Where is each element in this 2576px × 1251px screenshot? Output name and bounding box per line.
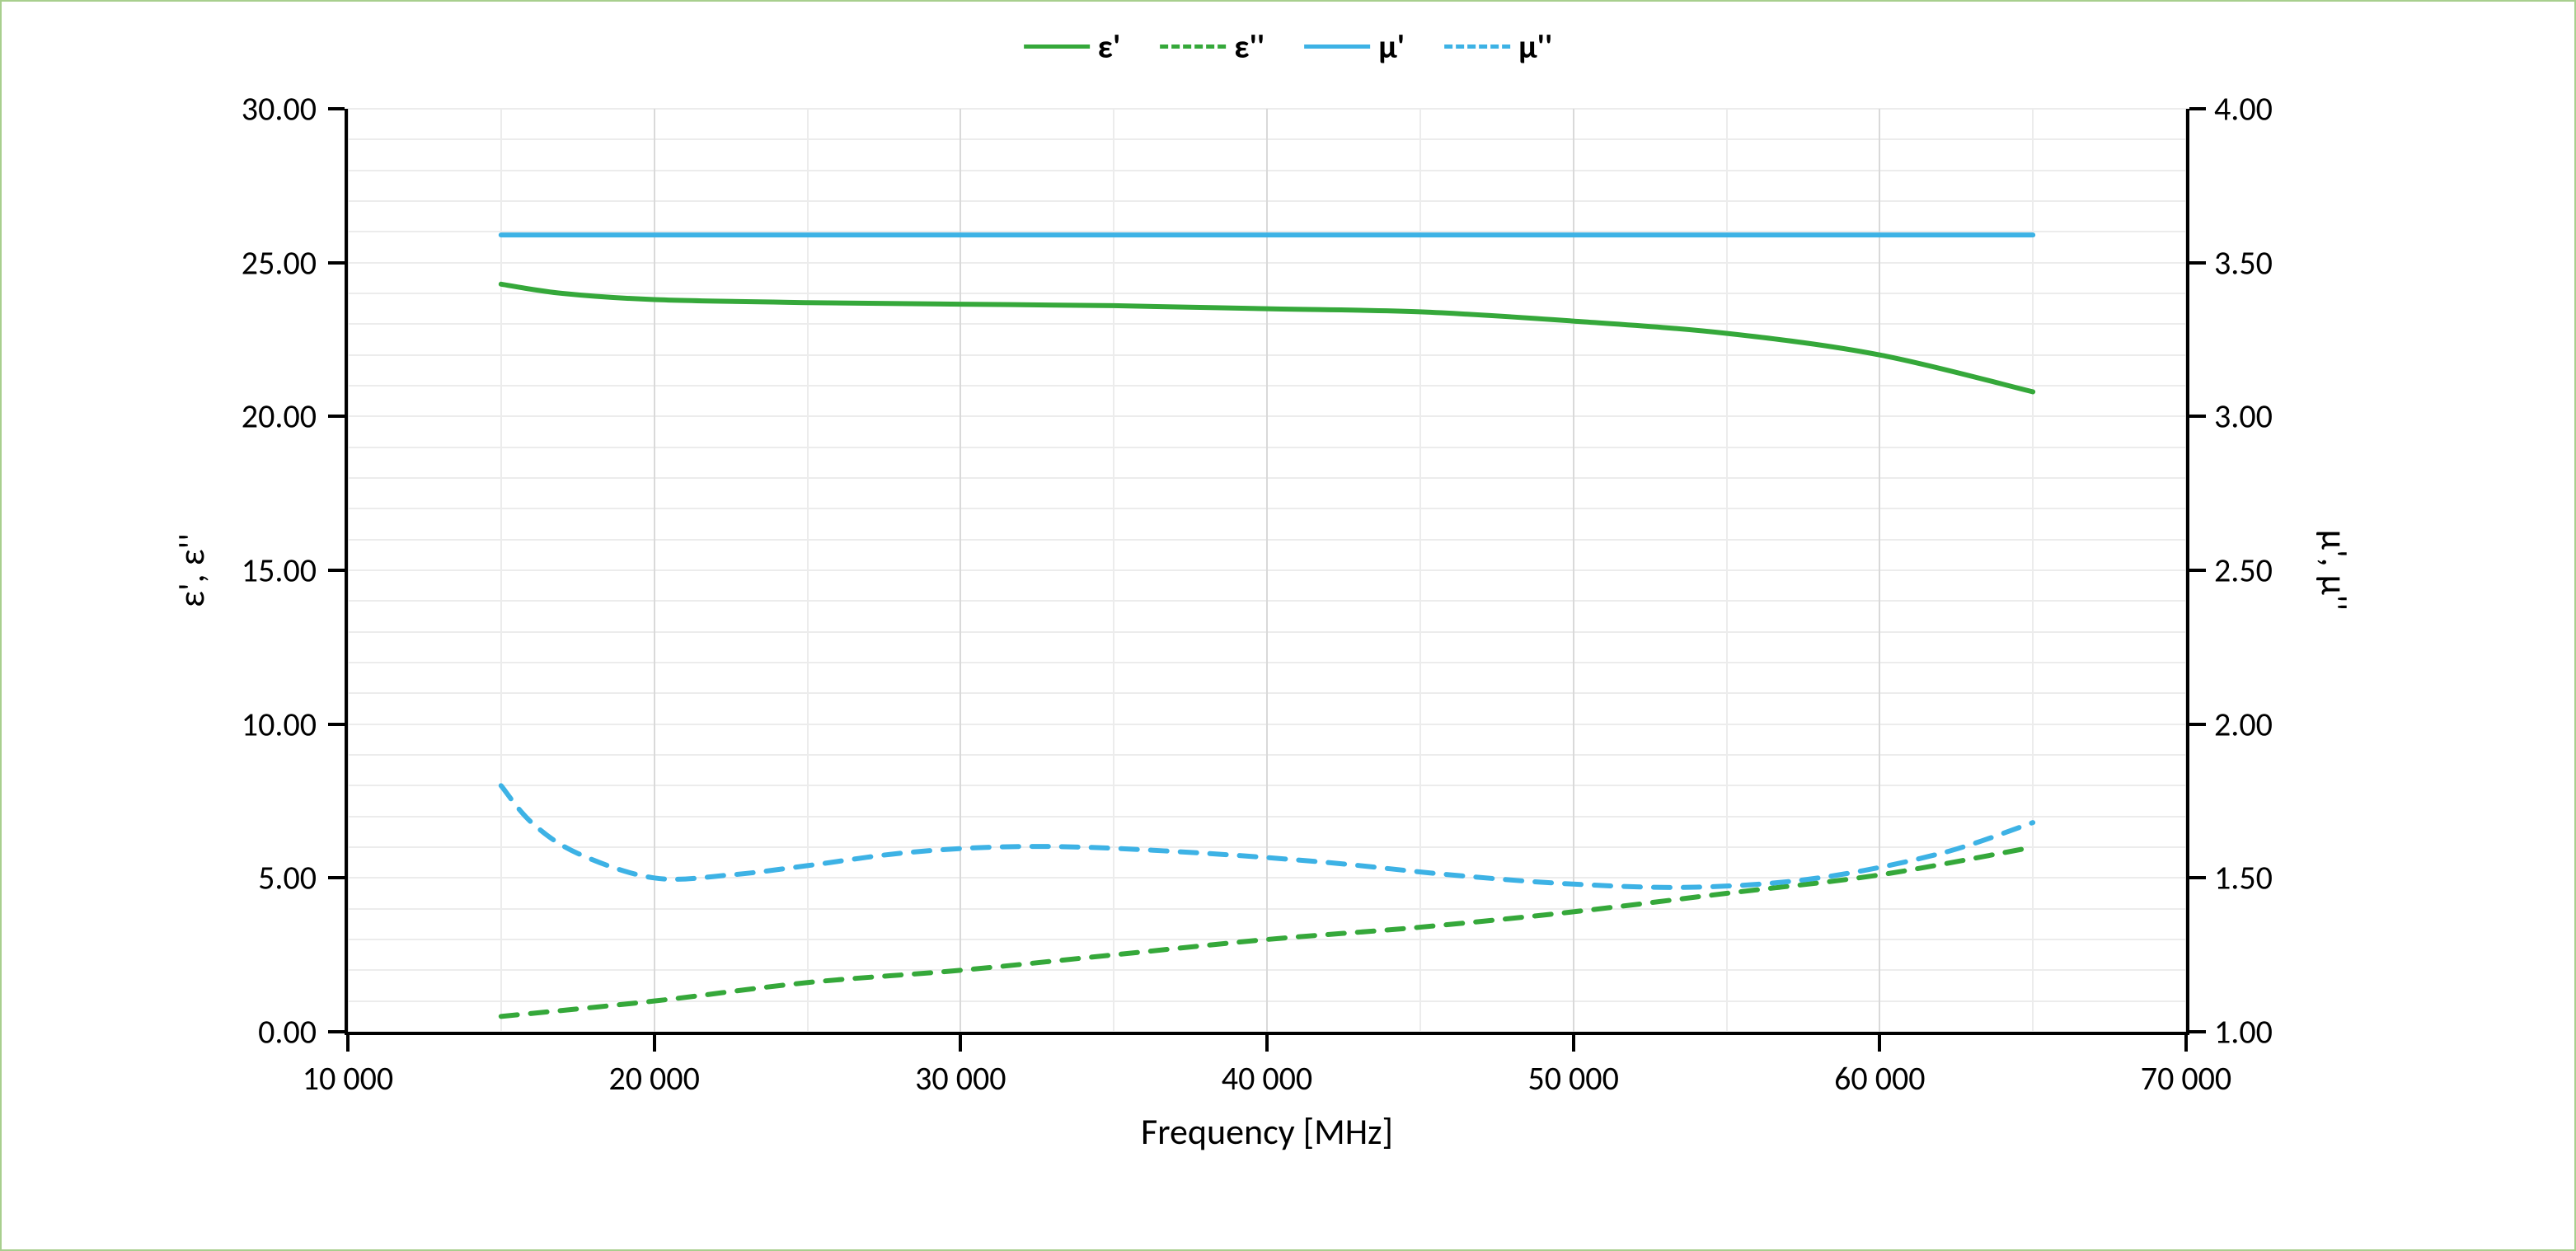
y-left-tick: [328, 723, 345, 726]
y-right-tick: [2189, 1030, 2206, 1033]
y-right-axis-title: μ', μ'': [2312, 530, 2357, 611]
y-right-tick: [2189, 107, 2206, 110]
x-tick-label: 30 000: [915, 1058, 1006, 1099]
x-tick-label: 10 000: [303, 1058, 393, 1099]
y-right-tick: [2189, 876, 2206, 879]
y-left-tick: [328, 261, 345, 265]
x-tick-label: 70 000: [2141, 1058, 2231, 1099]
x-tick: [959, 1035, 962, 1052]
y-left-tick-label: 10.00: [242, 704, 317, 744]
y-right-tick: [2189, 415, 2206, 418]
series-mu_dblprime: [501, 785, 2033, 888]
legend-item: ε': [1024, 26, 1121, 67]
x-tick: [653, 1035, 656, 1052]
x-tick-label: 40 000: [1222, 1058, 1312, 1099]
x-tick: [346, 1035, 350, 1052]
y-right-tick-label: 1.50: [2214, 858, 2273, 898]
y-right-tick-label: 1.00: [2214, 1012, 2273, 1052]
x-tick: [1878, 1035, 1881, 1052]
legend-label: μ': [1378, 26, 1405, 67]
y-left-tick: [328, 569, 345, 572]
x-tick-label: 50 000: [1527, 1058, 1618, 1099]
x-axis-title: Frequency [MHz]: [1141, 1109, 1393, 1154]
legend-swatch: [1304, 45, 1370, 49]
y-left-tick: [328, 107, 345, 110]
axis-right: [2186, 109, 2189, 1035]
legend-label: ε': [1098, 26, 1121, 67]
y-left-axis-title: ε', ε'': [169, 533, 213, 607]
y-left-tick-label: 30.00: [242, 89, 317, 129]
y-left-tick: [328, 415, 345, 418]
x-tick: [2184, 1035, 2188, 1052]
y-left-tick: [328, 876, 345, 879]
series-eps_prime: [501, 284, 2033, 392]
x-tick: [1572, 1035, 1575, 1052]
legend-swatch: [1024, 45, 1090, 49]
y-left-tick-label: 20.00: [242, 396, 317, 437]
series-eps_dblprime: [501, 847, 2033, 1016]
y-right-tick: [2189, 569, 2206, 572]
legend-item: μ'': [1444, 26, 1552, 67]
y-right-tick-label: 4.00: [2214, 89, 2273, 129]
y-left-tick-label: 25.00: [242, 242, 317, 283]
legend-swatch: [1160, 45, 1226, 49]
y-left-tick-label: 0.00: [258, 1012, 317, 1052]
y-right-tick: [2189, 723, 2206, 726]
y-right-tick-label: 3.00: [2214, 396, 2273, 437]
y-right-tick-label: 2.50: [2214, 551, 2273, 591]
y-left-tick-label: 5.00: [258, 858, 317, 898]
y-right-tick: [2189, 261, 2206, 265]
x-tick: [1265, 1035, 1269, 1052]
y-right-tick-label: 3.50: [2214, 242, 2273, 283]
x-tick-label: 60 000: [1834, 1058, 1925, 1099]
x-tick-label: 20 000: [608, 1058, 699, 1099]
legend-swatch: [1444, 45, 1510, 49]
chart-frame: ε' ε'' μ' μ'' 10 000 20 000 30 000 40 000 50 000…: [0, 0, 2576, 1251]
y-left-tick-label: 15.00: [242, 551, 317, 591]
y-right-tick-label: 2.00: [2214, 704, 2273, 744]
plot-area: [348, 109, 2186, 1032]
legend-item: ε'': [1160, 26, 1265, 67]
legend-item: μ': [1304, 26, 1405, 67]
legend: ε' ε'' μ' μ'': [1024, 26, 1553, 67]
legend-label: ε'': [1234, 26, 1265, 67]
series-layer: [348, 109, 2186, 1032]
y-left-tick: [328, 1030, 345, 1033]
axis-left: [345, 109, 348, 1035]
legend-label: μ'': [1518, 26, 1552, 67]
